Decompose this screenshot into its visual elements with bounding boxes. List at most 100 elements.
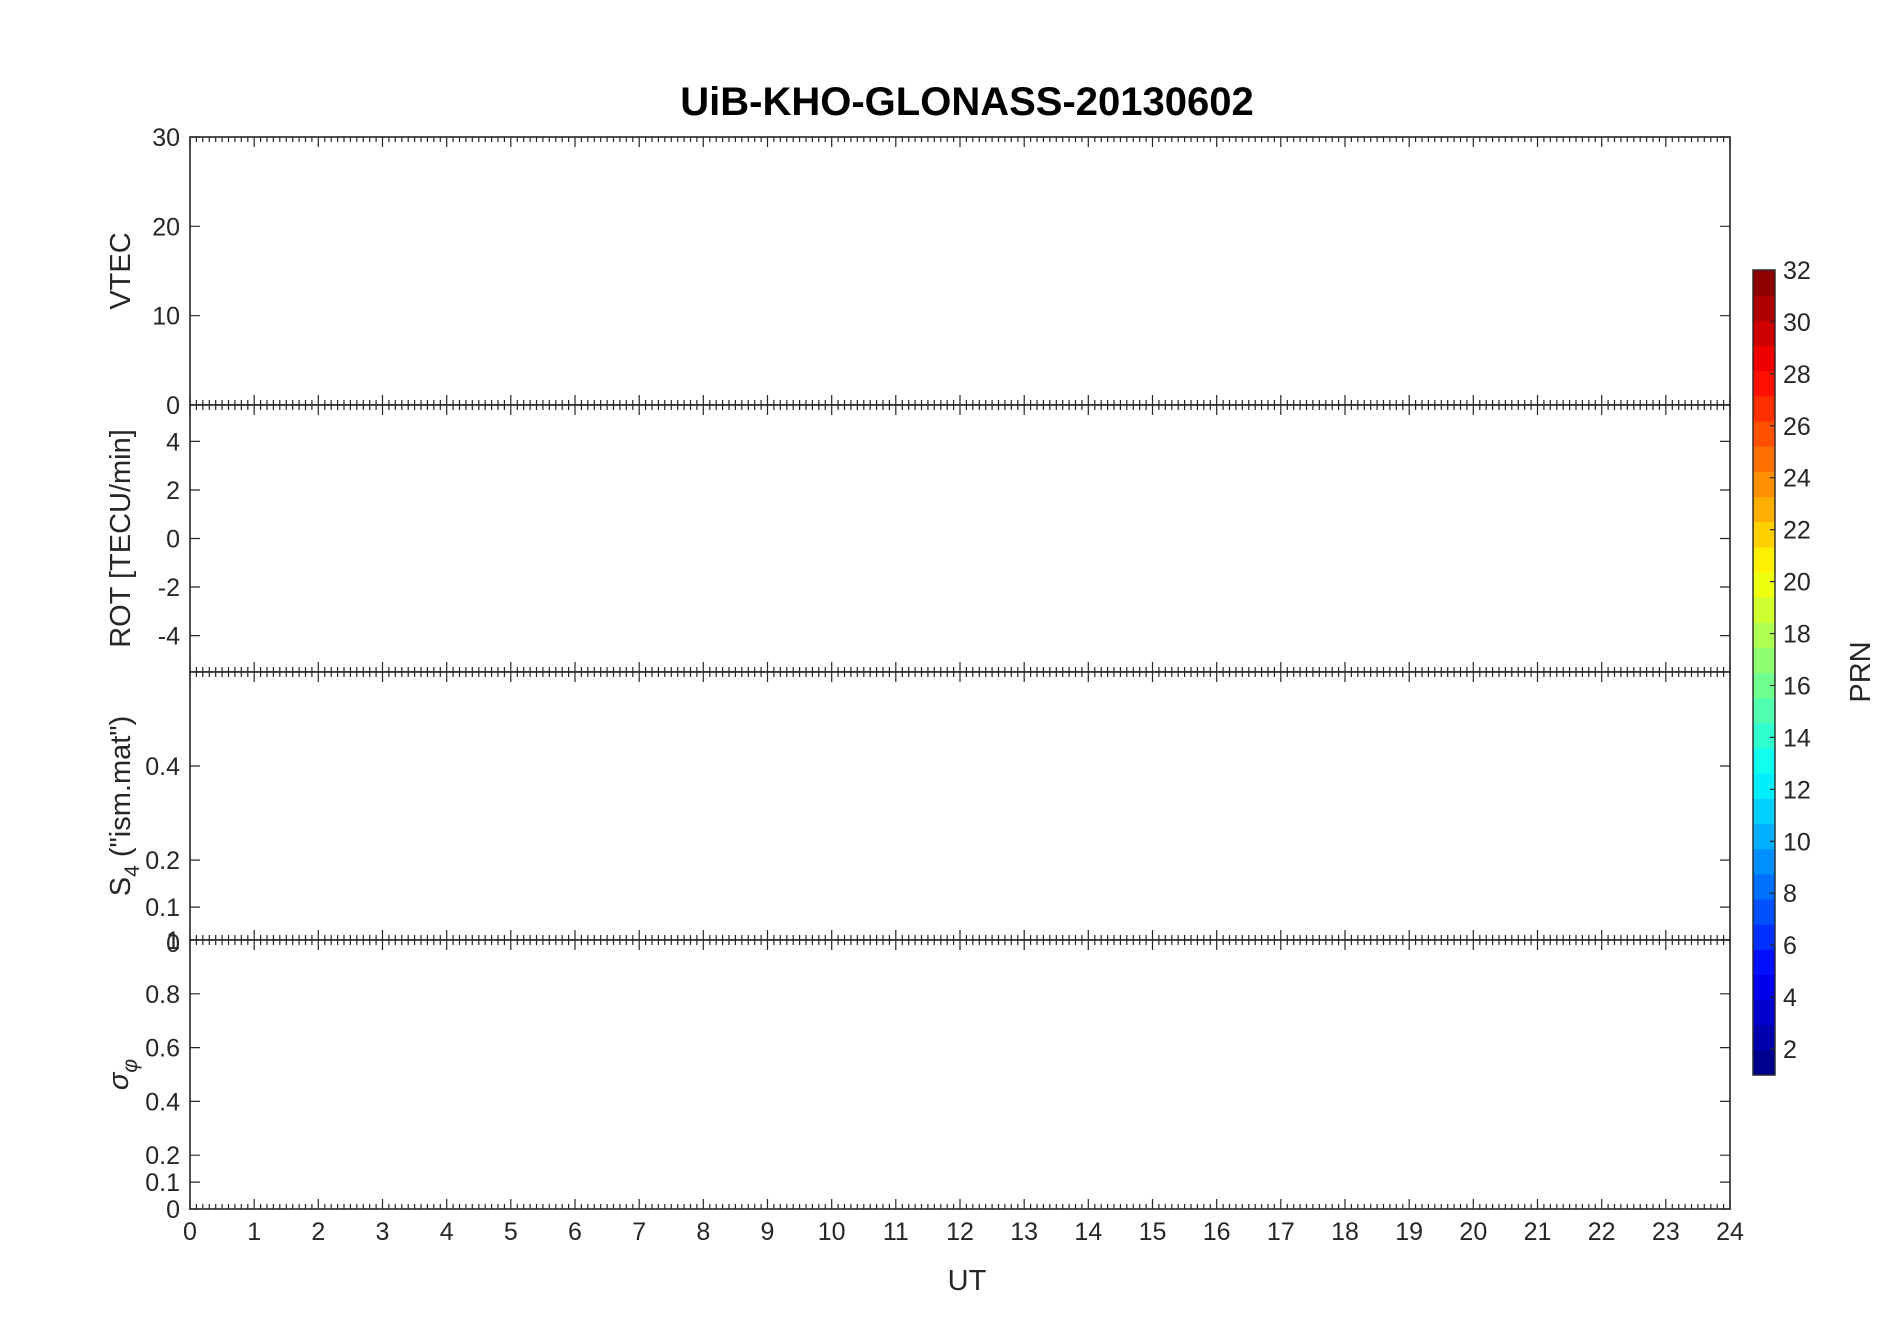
- panel-s4: 0.1 0.2 0.4S4 ("ism.mat"): [105, 671, 1731, 941]
- y-tick-label: 0: [166, 392, 180, 420]
- colorbar-swatch: [1753, 420, 1775, 447]
- axis-frame: [189, 939, 1731, 1210]
- tick-marks: [189, 939, 1731, 1210]
- panel-rot: -4 -2 0 2 4 ROT [TECU/min]: [105, 404, 1731, 673]
- x-tick-label: 12: [946, 1218, 974, 1246]
- colorbar-swatch: [1753, 395, 1775, 422]
- y-tick-label: -2: [158, 574, 180, 602]
- x-tick-label: 15: [1139, 1218, 1167, 1246]
- y-tick-label: 20: [152, 213, 180, 241]
- colorbar-swatch: [1753, 345, 1775, 372]
- colorbar-swatch: [1753, 873, 1775, 900]
- y-tick-label: 0.4: [145, 753, 180, 781]
- colorbar-swatch: [1753, 546, 1775, 573]
- colorbar-swatch: [1753, 848, 1775, 875]
- panel-vtec: 0 10 20 30 VTEC: [105, 124, 1731, 420]
- y-label-subscript: φ: [119, 1059, 142, 1073]
- y-tick-label: 1: [166, 927, 180, 955]
- y-tick-label-overlap: 0: [166, 930, 180, 958]
- colorbar-label: PRN: [1845, 641, 1877, 702]
- x-tick-label: 19: [1395, 1218, 1423, 1246]
- ticks-vtec: [189, 136, 1731, 406]
- colorbar-swatch: [1753, 999, 1775, 1026]
- colorbar-tick-label: 32: [1783, 257, 1811, 285]
- colorbar-swatch: [1753, 446, 1775, 472]
- colorbar-tick-label: 6: [1783, 932, 1797, 960]
- y-tick-label: 30: [152, 124, 180, 152]
- x-tick-label: 0: [183, 1218, 197, 1246]
- colorbar-tick-label: 28: [1783, 361, 1811, 389]
- colorbar-tick-label: 20: [1783, 569, 1811, 597]
- axis-frame: [189, 671, 1731, 941]
- colorbar-tick-label: 8: [1783, 880, 1797, 908]
- x-tick-label: 17: [1267, 1218, 1295, 1246]
- y-tick-label: 0.8: [145, 981, 180, 1009]
- colorbar-swatch: [1753, 295, 1775, 321]
- tick-marks: [189, 672, 1731, 940]
- x-tick-label: 11: [883, 1218, 909, 1246]
- y-tick-label: -4: [158, 623, 180, 651]
- colorbar-swatch: [1753, 722, 1775, 749]
- x-tick-label: 4: [440, 1218, 454, 1246]
- x-tick-label: 6: [568, 1218, 582, 1246]
- colorbar-swatch: [1753, 672, 1775, 699]
- colorbar-swatch: [1753, 697, 1775, 724]
- colorbar-swatch: [1753, 1049, 1775, 1076]
- axis-frame: [189, 404, 1731, 673]
- colorbar-swatch: [1753, 949, 1775, 975]
- x-tick-label: 14: [1074, 1218, 1102, 1246]
- x-tick-label: 3: [376, 1218, 390, 1246]
- x-tick-label: 24: [1716, 1218, 1744, 1246]
- tick-marks: [189, 405, 1731, 672]
- colorbar-swatch: [1753, 521, 1775, 548]
- y-label-main: σ: [103, 1071, 135, 1090]
- colorbar-swatch: [1753, 924, 1775, 950]
- ticks-rot: [189, 405, 1731, 672]
- colorbar-swatch: [1753, 747, 1775, 774]
- colorbar-swatch: [1753, 798, 1775, 825]
- y-label-rest: ("ism.mat"): [105, 716, 137, 865]
- y-tick-label: 0.2: [145, 847, 180, 875]
- y-tick-label: 4: [166, 428, 180, 456]
- colorbar-swatch: [1753, 270, 1775, 296]
- colorbar-swatch: [1753, 496, 1775, 523]
- x-tick-label: 10: [818, 1218, 846, 1246]
- colorbar-tick-label: 14: [1783, 724, 1811, 752]
- y-axis-label: S4 ("ism.mat"): [105, 716, 144, 897]
- colorbar-tick-label: 24: [1783, 465, 1811, 493]
- y-axis-label: ROT [TECU/min]: [105, 429, 137, 648]
- x-tick-label: 13: [1010, 1218, 1038, 1246]
- x-tick-label: 8: [696, 1218, 710, 1246]
- colorbar-swatch: [1753, 1024, 1775, 1051]
- y-tick-label: 0.1: [145, 1169, 180, 1197]
- chart-title: UiB-KHO-GLONASS-20130602: [680, 80, 1254, 124]
- x-tick-label: 23: [1652, 1218, 1680, 1246]
- colorbar-swatch: [1753, 898, 1775, 925]
- colorbar-tick-label: 10: [1783, 828, 1811, 856]
- colorbar-tick-label: 22: [1783, 517, 1811, 545]
- colorbar-swatch: [1753, 597, 1775, 623]
- colorbar-swatch: [1753, 471, 1775, 498]
- colorbar-tick-label: 30: [1783, 309, 1811, 337]
- x-axis-label: UT: [948, 1265, 987, 1297]
- x-tick-label: 20: [1459, 1218, 1487, 1246]
- colorbar-swatch: [1753, 647, 1775, 674]
- tick-marks: [189, 136, 1731, 406]
- y-tick-label: 0.4: [145, 1088, 180, 1116]
- y-tick-label: 0.1: [145, 894, 180, 922]
- x-tick-label: 9: [761, 1218, 775, 1246]
- y-tick-label: 10: [152, 303, 180, 331]
- y-tick-label: 0.2: [145, 1142, 180, 1170]
- x-tick-label: 18: [1331, 1218, 1359, 1246]
- y-axis-label: VTEC: [105, 232, 137, 309]
- x-tick-label: 7: [632, 1218, 646, 1246]
- colorbar-swatch: [1753, 571, 1775, 598]
- colorbar-tick-label: 26: [1783, 413, 1811, 441]
- x-tick-label: 2: [311, 1218, 325, 1246]
- colorbar-tick-label: 12: [1783, 776, 1811, 804]
- y-tick-label: 2: [166, 477, 180, 505]
